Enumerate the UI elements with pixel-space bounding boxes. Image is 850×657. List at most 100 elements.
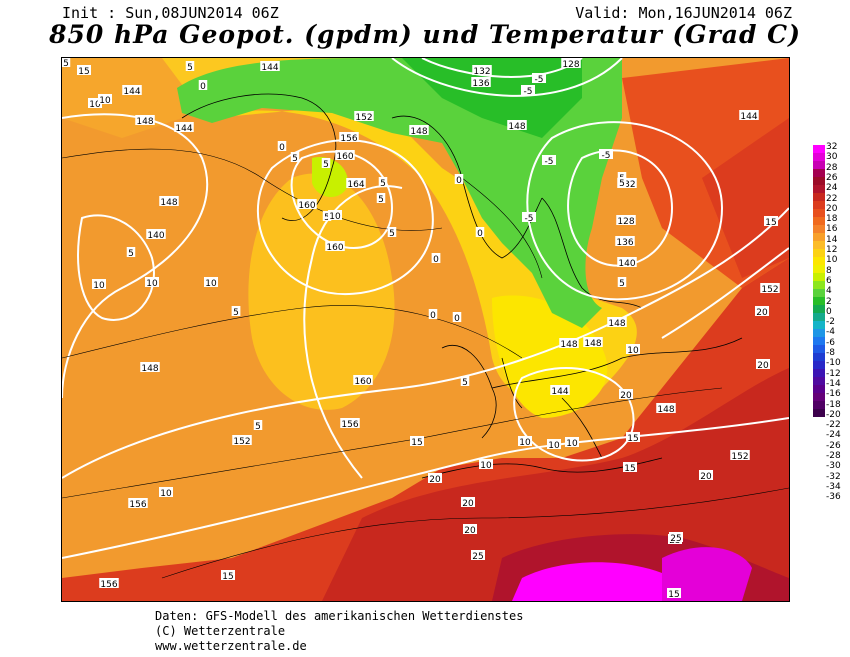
temperature-label-bg	[547, 439, 561, 449]
color-scale-tick: -28	[826, 451, 841, 461]
color-scale-tick: 8	[826, 265, 832, 276]
geopotential-label: 148	[136, 117, 153, 127]
color-scale-tick: 22	[826, 193, 838, 204]
geopotential-label: 140	[618, 259, 635, 269]
temperature-label-bg	[617, 277, 627, 287]
color-scale-tick: -2	[826, 317, 835, 328]
temperature-label-bg	[518, 436, 532, 446]
temperature-label-bg	[461, 497, 475, 507]
color-scale-tick: -12	[826, 368, 841, 379]
geopotential-label-bg	[346, 178, 366, 188]
temperature-label-bg	[328, 210, 342, 220]
geopotential-label: 156	[129, 500, 146, 510]
color-scale-swatch	[813, 225, 825, 233]
temperature-label: 20	[429, 475, 441, 485]
temperature-label-bg	[755, 306, 769, 316]
geopotential-label: 144	[740, 112, 757, 122]
color-scale-tick: 14	[826, 234, 838, 245]
temperature-label: 10	[548, 441, 560, 451]
temperature-label: 10	[329, 212, 341, 222]
geopotential-label-bg	[146, 229, 166, 239]
temperature-label: 20	[756, 308, 768, 318]
geopotential-label: 148	[141, 364, 158, 374]
geopotential-label-bg	[335, 150, 355, 160]
temperature-label: 15	[411, 438, 422, 448]
color-scale-swatch	[813, 241, 825, 249]
footer-line-copyright: (C) Wetterzentrale	[155, 624, 286, 638]
geopotential-label: 144	[123, 87, 140, 97]
temperature-label-bg	[460, 376, 470, 386]
temperature-label: -5	[602, 151, 611, 161]
color-scale-tick: 18	[826, 214, 838, 225]
temperature-label: 0	[454, 314, 460, 324]
temperature-label: 15	[627, 434, 638, 444]
geopotential-label-bg	[607, 317, 627, 327]
temperature-label-bg	[126, 247, 136, 257]
temperature-label-bg	[542, 155, 556, 165]
color-scale-swatch	[813, 393, 825, 401]
color-scale-swatch	[813, 201, 825, 209]
temperature-label-bg	[463, 524, 477, 534]
geopotential-label: 144	[175, 124, 192, 134]
geopotential-label: 160	[298, 201, 315, 211]
temperature-label-bg	[88, 98, 102, 108]
geopotential-label-bg	[232, 435, 252, 445]
color-scale-swatch	[813, 385, 825, 393]
temperature-label-bg	[617, 177, 627, 187]
color-scale-swatch	[813, 321, 825, 329]
color-scale-swatch	[813, 209, 825, 217]
temperature-label: 5	[63, 59, 69, 69]
temperature-label: 10	[89, 100, 101, 110]
color-scale-tick: -36	[826, 492, 841, 503]
init-time: Init : Sun,08JUN2014 06Z	[62, 4, 279, 22]
geopotential-label-bg	[617, 257, 637, 267]
map-title: 850 hPa Geopot. (gpdm) und Temperatur (G…	[49, 20, 801, 49]
temperature-label: 25	[670, 534, 681, 544]
temperature-label: 20	[700, 472, 712, 482]
geopotential-label-bg	[325, 241, 345, 251]
footer-line-url: www.wetterzentrale.de	[155, 639, 307, 653]
temperature-label: 20	[464, 526, 476, 536]
geopotential-label-bg	[140, 362, 160, 372]
geopotential-label-bg	[507, 120, 527, 130]
temperature-label-bg	[521, 85, 535, 95]
color-scale-swatch	[813, 233, 825, 241]
temperature-contour	[62, 148, 443, 231]
geopotential-label-bg	[559, 338, 579, 348]
geopotential-label-bg	[617, 178, 637, 188]
geopotential-label: 132	[618, 180, 635, 190]
temperature-label-bg	[699, 470, 713, 480]
geopotential-label: 128	[562, 60, 579, 70]
temperature-label-bg	[764, 216, 778, 226]
color-scale-swatch	[813, 361, 825, 369]
temperature-label: 10	[566, 439, 578, 449]
temperature-label-bg	[532, 73, 546, 83]
temperature-label: 10	[205, 279, 217, 289]
geopotential-label: 160	[354, 377, 371, 387]
color-scale-swatch	[813, 249, 825, 257]
temperature-label: -5	[535, 75, 544, 85]
temperature-label: -5	[524, 87, 533, 97]
geopotential-label: 152	[355, 113, 372, 123]
geopotential-label-bg	[339, 132, 359, 142]
temperature-label: -5	[525, 214, 534, 224]
color-scale-tick: -8	[826, 348, 835, 358]
geopotential-label: 128	[617, 217, 634, 227]
geopotential-label: 148	[560, 340, 577, 350]
temperature-label-bg	[77, 65, 91, 75]
temperature-label-bg	[378, 177, 388, 187]
color-scale-swatch	[813, 353, 825, 361]
temperature-label: 10	[93, 281, 105, 291]
temperature-label: 5	[324, 213, 330, 223]
temperature-label-bg	[431, 253, 441, 263]
geopotential-label: 136	[616, 238, 633, 248]
geopotential-label: 160	[336, 152, 353, 162]
temperature-label: 5	[378, 195, 384, 205]
color-scale-swatch	[813, 377, 825, 385]
temperature-label: -5	[545, 157, 554, 167]
temperature-label-bg	[231, 306, 241, 316]
temperature-label: 15	[624, 464, 635, 474]
temperature-label-bg	[290, 152, 300, 162]
geopotential-label: 156	[341, 420, 358, 430]
geopotential-label: 148	[508, 122, 525, 132]
